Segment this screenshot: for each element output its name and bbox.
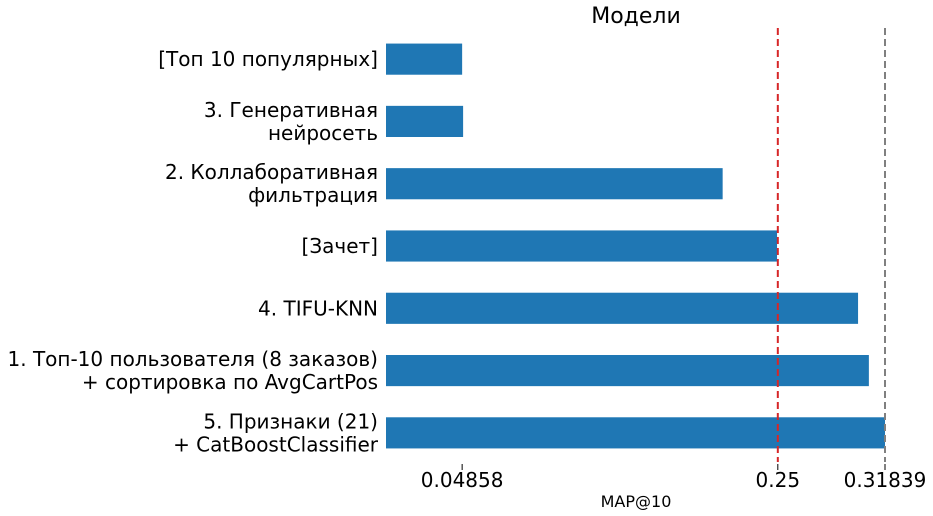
y-tick-label: 3. Генеративная нейросеть [204,98,378,145]
x-tick-label: 0.31839 [844,468,927,492]
x-axis-label: MAP@10 [601,492,672,511]
x-tick-label: 0.25 [756,468,801,492]
y-tick-label: 1. Топ-10 пользователя (8 заказов) + сорт… [8,347,379,394]
bar [386,355,869,387]
reference-lines [776,28,886,462]
x-tick-label: 0.04858 [421,468,504,492]
x-ticks: 0.04858 0.25 0.31839 [421,464,927,492]
bar [386,417,885,449]
y-tick-label: [Топ 10 популярных] [158,47,378,71]
y-tick-label: [Зачет] [302,234,378,258]
y-tick-label: 4. TIFU-KNN [258,296,378,320]
bars-group [386,43,885,449]
chart-title: Модели [591,4,681,29]
bar [386,43,463,75]
y-tick-label: 2. Коллаборативная фильтрация [165,160,378,207]
bar [386,168,723,200]
bar [386,230,778,262]
y-tick-labels: [Топ 10 популярных] 3. Генеративная нейрос… [8,47,379,456]
bar [386,292,859,324]
y-tick-label: 5. Признаки (21) + CatBoostClassifier [173,409,379,456]
bar [386,105,464,137]
